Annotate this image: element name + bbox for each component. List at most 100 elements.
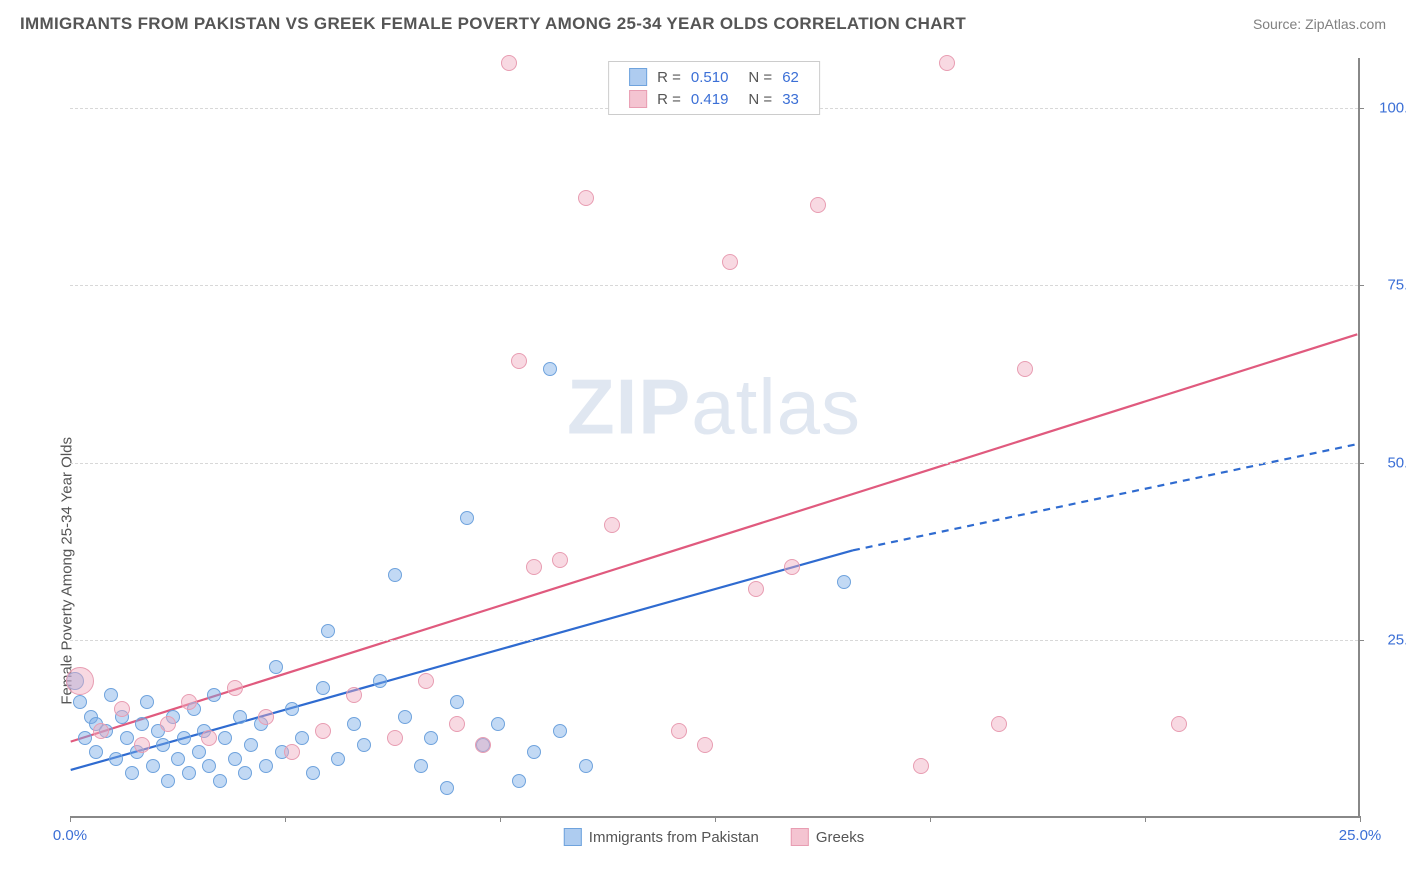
gridline [70, 285, 1358, 286]
y-tick-label: 50.0% [1387, 454, 1406, 471]
data-point [579, 759, 593, 773]
data-point [1017, 361, 1033, 377]
y-axis-label: Female Poverty Among 25-34 Year Olds [59, 437, 76, 705]
data-point [109, 752, 123, 766]
data-point [104, 688, 118, 702]
y-tick-label: 100.0% [1379, 99, 1406, 116]
watermark: ZIPatlas [567, 361, 861, 452]
data-point [259, 759, 273, 773]
data-point [171, 752, 185, 766]
data-point [810, 197, 826, 213]
data-point [373, 674, 387, 688]
data-point [146, 759, 160, 773]
data-point [837, 575, 851, 589]
data-point [156, 738, 170, 752]
data-point [475, 737, 491, 753]
correlation-legend: R = 0.510 N = 62 R = 0.419 N = 33 [608, 61, 820, 115]
data-point [93, 723, 109, 739]
data-point [181, 694, 197, 710]
data-point [135, 717, 149, 731]
chart: Female Poverty Among 25-34 Year Olds ZIP… [20, 40, 1386, 850]
data-point [440, 781, 454, 795]
data-point [244, 738, 258, 752]
data-point [285, 702, 299, 716]
data-point [202, 759, 216, 773]
data-point [449, 716, 465, 732]
x-tick-label: 25.0% [1339, 827, 1382, 844]
data-point [722, 254, 738, 270]
data-point [182, 766, 196, 780]
data-point [501, 55, 517, 71]
data-point [398, 710, 412, 724]
data-point [89, 745, 103, 759]
series-legend: Immigrants from Pakistan Greeks [564, 828, 864, 846]
data-point [269, 660, 283, 674]
data-point [306, 766, 320, 780]
data-point [161, 774, 175, 788]
data-point [543, 362, 557, 376]
data-point [424, 731, 438, 745]
legend-row: R = 0.510 N = 62 [629, 68, 799, 86]
data-point [207, 688, 221, 702]
data-point [160, 716, 176, 732]
data-point [347, 717, 361, 731]
data-point [460, 511, 474, 525]
data-point [512, 774, 526, 788]
data-point [388, 568, 402, 582]
legend-swatch [791, 828, 809, 846]
data-point [748, 581, 764, 597]
data-point [671, 723, 687, 739]
data-point [784, 559, 800, 575]
data-point [78, 731, 92, 745]
x-tick-label: 0.0% [53, 827, 87, 844]
legend-row: R = 0.419 N = 33 [629, 90, 799, 108]
data-point [697, 737, 713, 753]
data-point [357, 738, 371, 752]
data-point [227, 680, 243, 696]
source-label: Source: ZipAtlas.com [1253, 16, 1386, 32]
data-point [315, 723, 331, 739]
legend-label: Greeks [816, 829, 864, 846]
data-point [134, 737, 150, 753]
gridline [70, 640, 1358, 641]
legend-swatch [629, 68, 647, 86]
data-point [213, 774, 227, 788]
data-point [913, 758, 929, 774]
y-tick-label: 25.0% [1387, 632, 1406, 649]
data-point [346, 687, 362, 703]
legend-swatch [564, 828, 582, 846]
data-point [604, 517, 620, 533]
legend-swatch [629, 90, 647, 108]
data-point [553, 724, 567, 738]
header: IMMIGRANTS FROM PAKISTAN VS GREEK FEMALE… [0, 0, 1406, 42]
data-point [511, 353, 527, 369]
data-point [527, 745, 541, 759]
data-point [387, 730, 403, 746]
data-point [526, 559, 542, 575]
legend-item: Greeks [791, 828, 864, 846]
data-point [238, 766, 252, 780]
data-point [316, 681, 330, 695]
data-point [192, 745, 206, 759]
data-point [295, 731, 309, 745]
chart-title: IMMIGRANTS FROM PAKISTAN VS GREEK FEMALE… [20, 14, 966, 34]
trend-lines [70, 58, 1358, 816]
legend-item: Immigrants from Pakistan [564, 828, 759, 846]
data-point [125, 766, 139, 780]
data-point [177, 731, 191, 745]
data-point [120, 731, 134, 745]
data-point [73, 695, 87, 709]
data-point [228, 752, 242, 766]
data-point [321, 624, 335, 638]
data-point [991, 716, 1007, 732]
data-point [578, 190, 594, 206]
data-point [140, 695, 154, 709]
data-point [331, 752, 345, 766]
data-point [233, 710, 247, 724]
data-point [414, 759, 428, 773]
data-point [491, 717, 505, 731]
data-point [450, 695, 464, 709]
data-point [218, 731, 232, 745]
legend-label: Immigrants from Pakistan [589, 829, 759, 846]
gridline [70, 463, 1358, 464]
